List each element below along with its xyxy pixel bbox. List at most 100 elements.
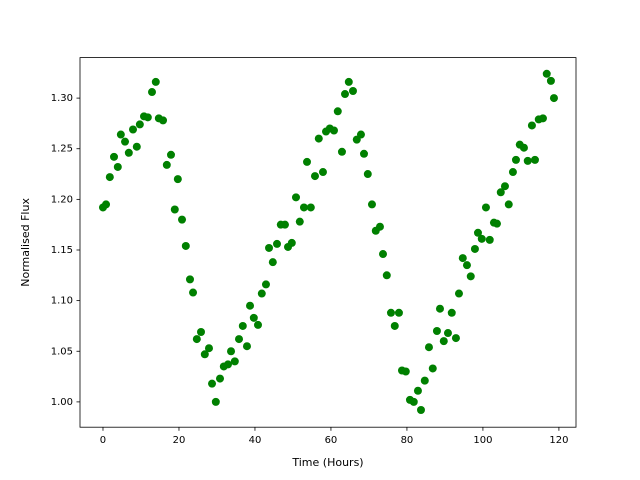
point — [454, 289, 463, 298]
point — [337, 147, 346, 156]
point — [443, 329, 452, 338]
point — [147, 88, 156, 97]
point — [466, 272, 475, 281]
point — [192, 335, 201, 344]
point — [382, 271, 391, 280]
y-axis-label: Normalised Flux — [19, 198, 32, 287]
point — [166, 150, 175, 159]
point — [375, 222, 384, 231]
point — [110, 152, 119, 161]
point — [333, 107, 342, 116]
point — [268, 258, 277, 267]
y-tick-label: 1.25 — [51, 144, 73, 155]
point — [173, 175, 182, 184]
point — [401, 367, 410, 376]
point — [116, 130, 125, 139]
point — [519, 143, 528, 152]
point — [530, 155, 539, 164]
point — [216, 374, 225, 383]
point — [185, 275, 194, 284]
point — [102, 200, 111, 209]
point — [500, 182, 509, 191]
point — [189, 288, 198, 297]
point — [451, 334, 460, 343]
point — [295, 217, 304, 226]
point — [204, 344, 213, 353]
point — [523, 156, 532, 165]
point — [303, 157, 312, 166]
x-tick-label: 80 — [401, 435, 414, 446]
point — [200, 350, 209, 359]
point — [424, 343, 433, 352]
point — [386, 308, 395, 317]
point — [378, 250, 387, 259]
point — [306, 203, 315, 212]
point — [367, 200, 376, 209]
point — [230, 357, 239, 366]
y-tick-label: 1.00 — [51, 397, 73, 408]
point — [170, 205, 179, 214]
point — [249, 313, 258, 322]
point — [129, 125, 138, 134]
point — [504, 200, 513, 209]
point — [162, 160, 171, 169]
point — [235, 335, 244, 344]
point — [409, 397, 418, 406]
point — [272, 239, 281, 248]
x-tick-label: 0 — [100, 435, 106, 446]
plot-frame — [79, 57, 577, 428]
point — [310, 172, 319, 181]
point — [420, 376, 429, 385]
point — [473, 228, 482, 237]
point — [211, 397, 220, 406]
point — [227, 347, 236, 356]
point — [181, 241, 190, 250]
point — [291, 193, 300, 202]
point — [508, 168, 517, 177]
point — [439, 337, 448, 346]
point — [416, 405, 425, 414]
point — [105, 173, 114, 182]
point — [341, 90, 350, 99]
point — [435, 304, 444, 313]
x-tick-label: 120 — [549, 435, 568, 446]
point — [485, 235, 494, 244]
point — [318, 168, 327, 177]
y-tick-label: 1.30 — [51, 93, 73, 104]
point — [253, 320, 262, 329]
point — [542, 69, 551, 78]
point — [359, 149, 368, 158]
point — [223, 360, 232, 369]
point — [348, 87, 357, 96]
point — [314, 134, 323, 143]
point — [257, 289, 266, 298]
point — [470, 244, 479, 253]
point — [132, 142, 141, 151]
point — [428, 364, 437, 373]
y-tick-label: 1.10 — [51, 296, 73, 307]
y-tick-label: 1.05 — [51, 346, 73, 357]
point — [458, 254, 467, 263]
point — [287, 238, 296, 247]
x-axis-label: Time (Hours) — [291, 456, 363, 469]
point — [238, 321, 247, 330]
point — [496, 188, 505, 197]
point — [462, 261, 471, 270]
point — [538, 114, 547, 123]
point — [151, 77, 160, 86]
point — [356, 130, 365, 139]
point — [527, 121, 536, 130]
point — [143, 113, 152, 122]
point — [261, 280, 270, 289]
point — [113, 162, 122, 171]
point — [492, 219, 501, 228]
point — [432, 327, 441, 336]
point — [197, 328, 206, 337]
y-tick-label: 1.20 — [51, 194, 73, 205]
point — [280, 220, 289, 229]
point — [363, 170, 372, 179]
point — [413, 386, 422, 395]
point — [511, 155, 520, 164]
point — [299, 203, 308, 212]
